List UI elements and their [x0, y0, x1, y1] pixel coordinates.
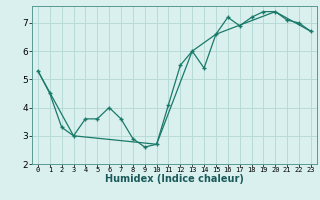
X-axis label: Humidex (Indice chaleur): Humidex (Indice chaleur) — [105, 174, 244, 184]
